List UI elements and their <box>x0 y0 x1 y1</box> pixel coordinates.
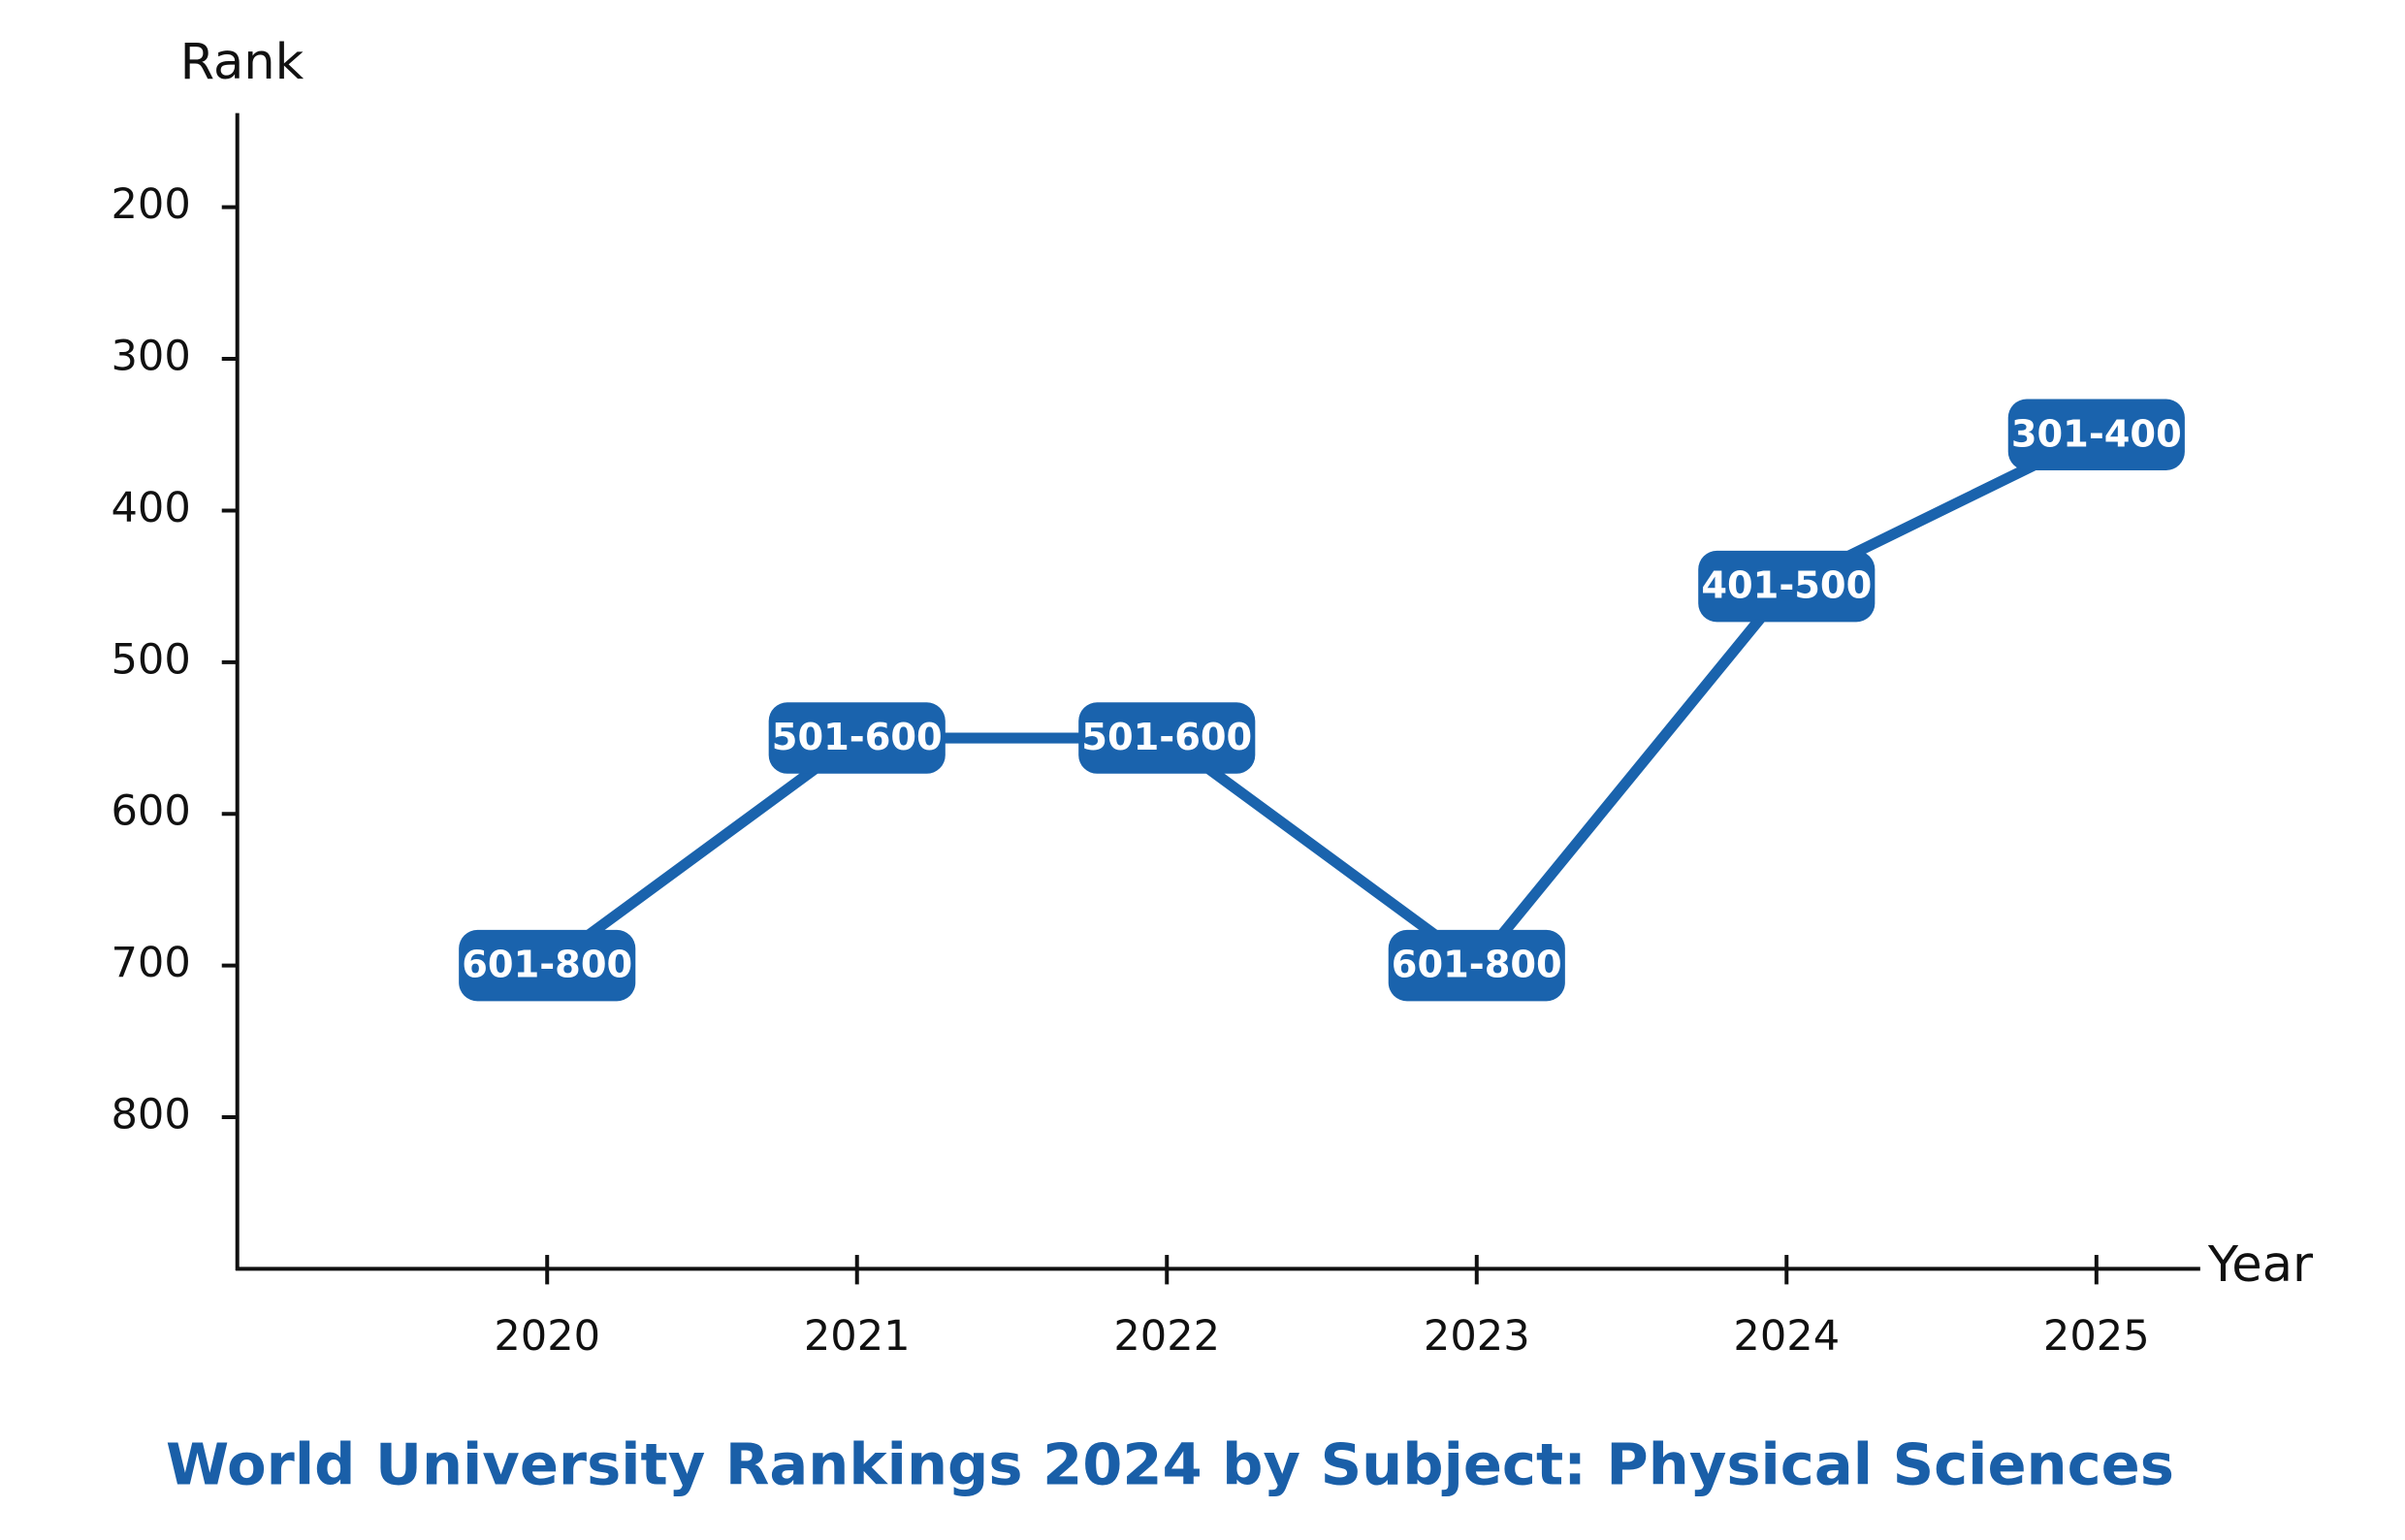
value-label: 501-600 <box>1081 716 1252 759</box>
value-box <box>768 702 946 774</box>
value-label: 501-600 <box>772 716 943 759</box>
x-axis-title: Year <box>2207 1236 2314 1294</box>
x-tick-label: 2020 <box>494 1312 600 1361</box>
x-tick-label: 2021 <box>804 1312 911 1361</box>
value-box <box>459 929 636 1002</box>
value-label: 601-800 <box>1392 944 1562 987</box>
y-tick-label: 400 <box>111 484 190 532</box>
value-box <box>1388 929 1565 1002</box>
value-label: 601-800 <box>462 944 632 987</box>
value-label: 401-500 <box>1701 564 1872 608</box>
y-tick-label: 500 <box>111 635 190 684</box>
x-tick-label: 2023 <box>1424 1312 1530 1361</box>
value-box <box>1078 702 1256 774</box>
chart-title: World University Rankings 2024 by Subjec… <box>166 1431 2174 1498</box>
y-tick-label: 300 <box>111 333 190 381</box>
value-box <box>1698 550 1876 623</box>
x-tick-label: 2022 <box>1113 1312 1220 1361</box>
y-tick-label: 700 <box>111 939 190 987</box>
data-line <box>543 430 2100 972</box>
y-tick-label: 600 <box>111 787 190 836</box>
value-label: 301-400 <box>2011 412 2182 456</box>
x-tick-label: 2025 <box>2043 1312 2150 1361</box>
value-box <box>2007 399 2185 470</box>
y-axis-title: Rank <box>180 34 305 91</box>
x-tick-label: 2024 <box>1733 1312 1840 1361</box>
y-tick-label: 800 <box>111 1091 190 1139</box>
y-tick-label: 200 <box>111 180 190 229</box>
